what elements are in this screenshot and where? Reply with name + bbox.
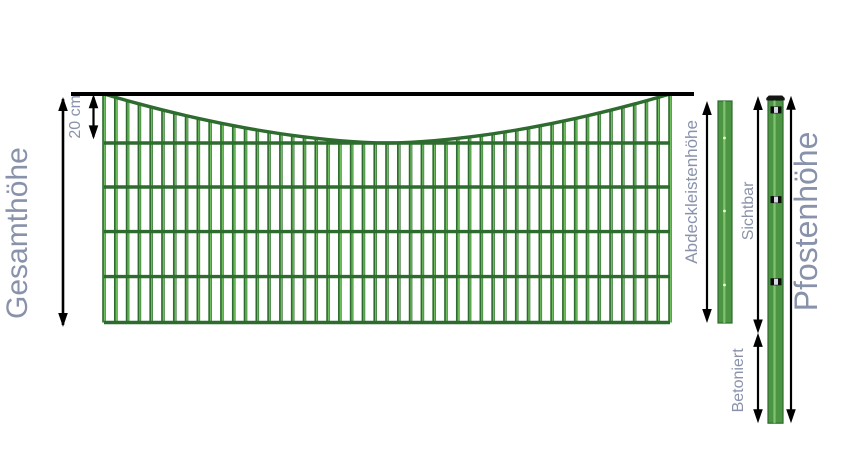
svg-text:Gesamthöhe: Gesamthöhe [1, 147, 34, 319]
svg-text:Abdeckleistenhöhe: Abdeckleistenhöhe [682, 120, 701, 264]
svg-text:20 cm: 20 cm [67, 95, 84, 139]
svg-text:Pfostenhöhe: Pfostenhöhe [788, 132, 824, 312]
svg-text:Sichtbar: Sichtbar [740, 181, 757, 240]
svg-text:Betoniert: Betoniert [730, 348, 747, 413]
